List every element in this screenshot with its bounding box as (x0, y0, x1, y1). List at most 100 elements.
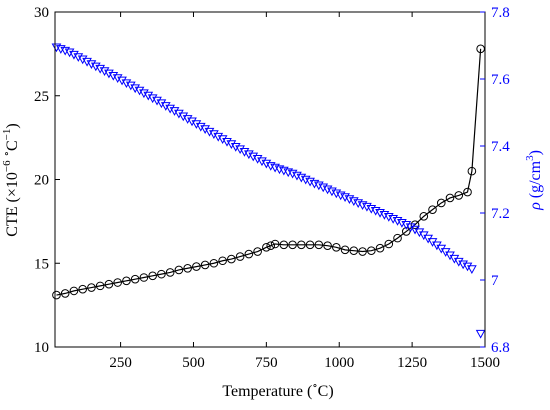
density-point (410, 225, 420, 235)
right-y-axis-title: ρ (g/cm3) (524, 150, 544, 211)
left-y-tick-label: 25 (34, 89, 49, 105)
cte-point (349, 246, 359, 255)
cte-point (340, 245, 350, 255)
density-point (340, 193, 350, 202)
cte-point (218, 256, 227, 266)
density-point (147, 94, 158, 104)
cte-point (454, 191, 464, 200)
x-tick-label: 1000 (324, 355, 354, 371)
density-point (117, 76, 127, 86)
left-y-tick-label: 20 (34, 173, 49, 189)
x-tick-label: 250 (109, 355, 132, 371)
x-tick-label: 1500 (470, 355, 500, 371)
tick-marks: 250 500 750 1000 1250 1500 10 15 20 25 30 6.8 7 7.2 7.… (34, 5, 510, 371)
data-marks (51, 43, 486, 339)
cte-point (192, 262, 201, 271)
cte-point (463, 187, 472, 197)
cte-point (95, 281, 105, 291)
cte-point (60, 289, 70, 298)
density-point (200, 125, 210, 134)
density-point (383, 212, 394, 222)
density-point (287, 169, 298, 179)
density-point (95, 64, 106, 74)
density-point (191, 120, 202, 129)
density-point (195, 122, 206, 132)
left-y-tick-label: 10 (34, 340, 49, 356)
density-point (108, 71, 119, 81)
left-y-tick-label: 30 (34, 5, 49, 21)
density-point (178, 112, 189, 122)
density-point (362, 202, 372, 212)
density-point (313, 181, 324, 191)
density-point (69, 50, 79, 60)
cte-point (428, 205, 437, 214)
cte-point (367, 246, 376, 255)
density-point (449, 254, 460, 264)
x-axis-title: Temperature (∘C) (222, 380, 333, 400)
left-y-tick-label: 15 (34, 256, 49, 272)
density-point (467, 265, 477, 274)
density-point (261, 159, 272, 169)
cte-point (130, 274, 140, 284)
cte-series-line (56, 48, 482, 296)
cte-point (314, 240, 324, 250)
density-point (353, 199, 364, 208)
right-y-tick-label: 7.8 (491, 5, 510, 21)
x-tick-label: 500 (182, 355, 205, 371)
cte-point (279, 240, 289, 250)
density-point (104, 69, 114, 79)
density-point (453, 257, 464, 267)
density-point (257, 157, 267, 167)
cte-point (436, 198, 446, 208)
cte-point (305, 240, 315, 250)
cte-point (113, 278, 122, 287)
x-tick-label: 1250 (397, 355, 427, 371)
density-point (348, 197, 359, 206)
density-point (165, 104, 176, 114)
cte-point (393, 233, 402, 243)
density-point (112, 74, 123, 84)
cte-point (157, 269, 166, 279)
density-point (139, 89, 149, 99)
cte-point (262, 243, 271, 252)
cte-point (78, 284, 87, 294)
density-point (305, 177, 315, 187)
density-point (401, 221, 412, 230)
cte-point (323, 241, 332, 250)
density-point (134, 86, 145, 96)
density-point (375, 208, 385, 218)
density-point (379, 210, 390, 220)
cte-point (270, 239, 280, 249)
density-point (405, 223, 416, 233)
cte-point (445, 193, 455, 203)
density-point (248, 152, 259, 162)
density-point (239, 147, 250, 157)
density-point (230, 142, 241, 152)
right-y-tick-label: 7 (491, 273, 499, 289)
density-point (209, 130, 219, 139)
density-point (366, 204, 377, 214)
right-y-tick-label: 7.6 (491, 72, 510, 88)
cte-point (384, 239, 394, 249)
density-point (90, 62, 101, 72)
density-point (414, 228, 425, 238)
cte-point (375, 243, 385, 253)
cte-point (200, 260, 210, 270)
density-point (99, 67, 110, 76)
density-point (64, 48, 75, 58)
cte-point (266, 241, 276, 250)
density-point (213, 132, 224, 142)
density-point (77, 55, 88, 65)
cte-point (69, 286, 79, 296)
cte-point (244, 249, 254, 259)
left-y-axis-title: CTE (×10−6 ∘C−1) (1, 123, 21, 236)
cte-point (401, 227, 411, 236)
density-point (296, 173, 307, 183)
cte-point (165, 268, 175, 277)
plot-frame (54, 11, 486, 348)
density-point (143, 91, 154, 101)
x-tick-label: 750 (255, 355, 278, 371)
right-y-tick-label: 7.4 (491, 139, 510, 155)
cte-point (227, 254, 236, 264)
density-point (244, 150, 254, 160)
